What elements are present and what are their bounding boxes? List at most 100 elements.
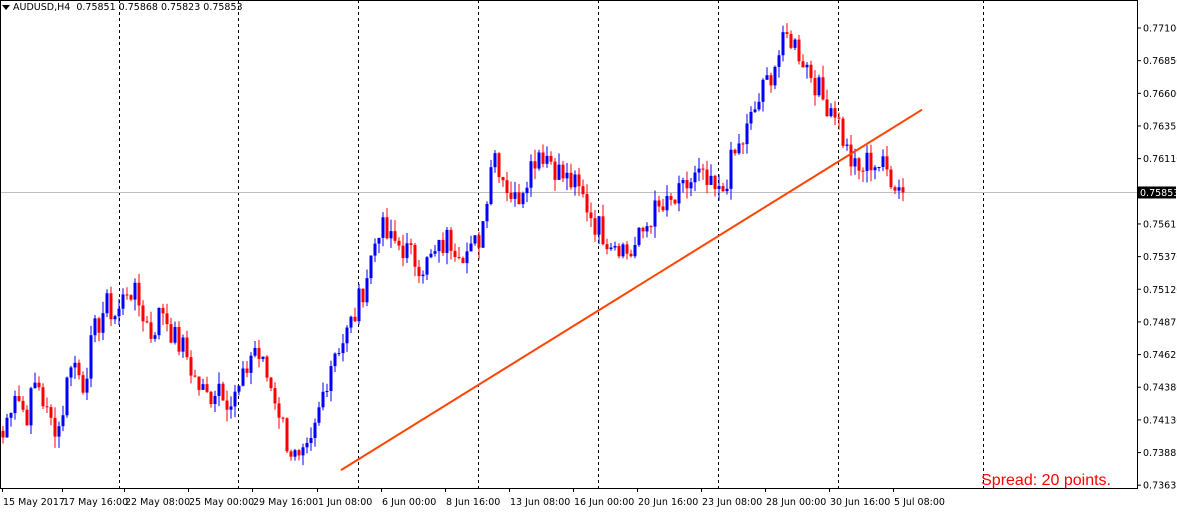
candle-body <box>305 442 309 448</box>
candle-body <box>449 229 453 251</box>
candle-body <box>161 307 165 314</box>
candle-body <box>609 247 613 250</box>
candle-body <box>85 378 89 393</box>
candle-body <box>529 161 533 188</box>
candle-body <box>233 391 237 407</box>
candle-body <box>273 388 277 404</box>
candle-body <box>733 149 737 154</box>
candle-body <box>1 430 5 438</box>
candle-body <box>33 382 37 389</box>
candle-body <box>357 288 361 322</box>
candle-body <box>633 244 637 257</box>
candle-body <box>445 229 449 253</box>
candle-body <box>553 161 557 180</box>
candle-body <box>181 337 185 352</box>
candle-body <box>121 294 125 309</box>
candle-body <box>101 313 105 333</box>
candle-body <box>777 55 781 67</box>
candle-body <box>873 167 877 171</box>
candle-body <box>673 199 677 204</box>
candle-body <box>69 367 73 378</box>
x-tick-label: 15 May 2017 <box>3 497 65 508</box>
candle-body <box>17 396 21 401</box>
candle-body <box>573 174 577 188</box>
candle-body <box>565 172 569 179</box>
candle-body <box>437 239 441 252</box>
candle-body <box>669 195 673 200</box>
candle-body <box>745 123 749 145</box>
candle-body <box>537 152 541 169</box>
candle-body <box>501 177 505 181</box>
candle-body <box>253 348 257 356</box>
candle-body <box>649 226 653 228</box>
candle-body <box>721 186 725 192</box>
candle-body <box>173 327 177 343</box>
candle-body <box>577 174 581 187</box>
trendline[interactable] <box>340 108 923 472</box>
candle-body <box>145 321 149 323</box>
candle-body <box>353 316 357 322</box>
candle-body <box>829 108 833 117</box>
candle-body <box>561 164 565 179</box>
candle-body <box>61 415 65 427</box>
candle-body <box>321 391 325 408</box>
candle-body <box>105 293 109 314</box>
candle-body <box>333 353 337 367</box>
candle-body <box>885 156 889 170</box>
symbol-timeframe: AUDUSD <box>13 2 55 13</box>
candle-body <box>429 253 433 258</box>
candle-body <box>753 109 757 112</box>
candle-body <box>409 243 413 245</box>
candle-body <box>841 118 845 146</box>
candle-body <box>9 413 13 418</box>
candle-body <box>441 239 445 253</box>
candle-body <box>513 192 517 199</box>
candle-body <box>461 258 465 264</box>
x-tick-label: 17 May 16:00 <box>63 497 128 508</box>
candle-body <box>317 407 321 423</box>
candle-body <box>197 376 201 390</box>
candle-body <box>417 266 421 277</box>
candle-body <box>217 383 221 396</box>
candle-body <box>141 305 145 322</box>
candle-body <box>325 391 329 393</box>
x-tick-label: 1 Jun 08:00 <box>318 497 372 508</box>
candle-body <box>361 288 365 303</box>
spread-label: Spread: 20 points. <box>981 472 1111 489</box>
candle-body <box>425 257 429 275</box>
candle-body <box>865 152 869 172</box>
candle-body <box>277 403 281 418</box>
candle-body <box>393 231 397 241</box>
candle-body <box>801 61 805 68</box>
candle-body <box>737 143 741 154</box>
candle-body <box>129 295 133 300</box>
candle-body <box>525 187 529 194</box>
y-tick-label: 0.73885 <box>1143 448 1177 459</box>
candle-body <box>545 155 549 164</box>
candle-body <box>225 400 229 410</box>
candle-body <box>613 245 617 248</box>
dropdown-triangle-icon[interactable] <box>2 5 10 10</box>
candle-body <box>473 235 477 244</box>
candle-body <box>421 274 425 277</box>
candle-body <box>637 227 641 245</box>
candle-body <box>773 66 777 86</box>
candle-body <box>497 153 501 178</box>
candle-body <box>581 186 585 195</box>
candle-body <box>709 175 713 185</box>
candle-body <box>657 200 661 207</box>
candle-body <box>741 143 745 145</box>
candle-body <box>93 318 97 336</box>
candle-body <box>345 327 349 344</box>
candle-body <box>761 79 765 102</box>
candle-body <box>857 158 861 171</box>
y-tick-label: 0.74625 <box>1143 350 1177 361</box>
candle-body <box>617 245 621 257</box>
